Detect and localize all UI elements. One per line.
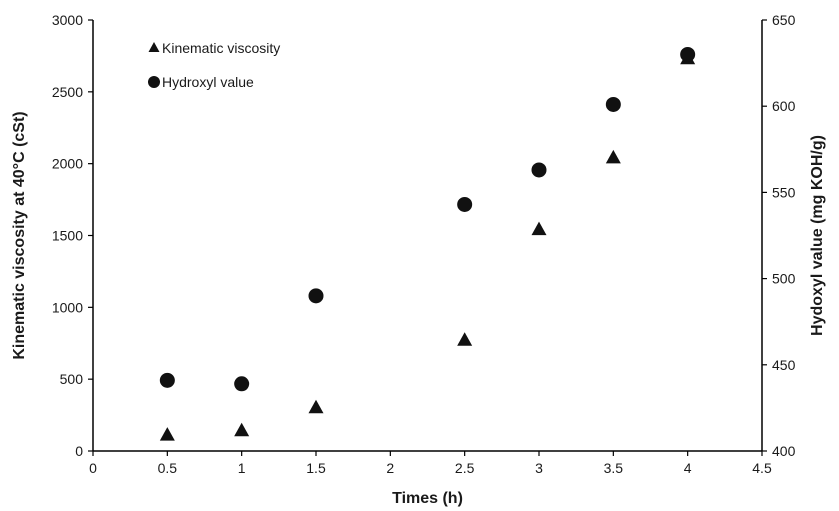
x-tick-label: 4 <box>684 460 692 476</box>
right-y-tick-label: 550 <box>772 184 796 200</box>
legend-label-hydroxyl-value: Hydroxyl value <box>162 74 254 90</box>
x-axis-title: Times (h) <box>392 490 463 507</box>
viscosity-point <box>308 399 324 414</box>
hydroxyl-point <box>308 288 324 304</box>
left-y-tick-label: 1500 <box>52 228 83 244</box>
legend-circle-icon <box>148 76 160 88</box>
right-y-axis-title: Hydoxyl value (mg KOH/g) <box>809 135 826 336</box>
x-tick-label: 3 <box>535 460 543 476</box>
right-y-tick-label: 600 <box>772 98 796 114</box>
right-y-tick-label: 650 <box>772 12 796 28</box>
right-y-tick-label: 450 <box>772 357 796 373</box>
legend-label-kinematic-viscosity: Kinematic viscosity <box>162 40 280 56</box>
left-y-tick-label: 2500 <box>52 84 83 100</box>
left-y-tick-label: 500 <box>60 371 84 387</box>
left-y-tick-label: 0 <box>75 443 83 459</box>
hydroxyl-point <box>680 46 696 62</box>
left-y-tick-label: 3000 <box>52 12 83 28</box>
right-y-tick-label: 400 <box>772 443 796 459</box>
data-points <box>159 46 696 441</box>
x-tick-label: 1 <box>238 460 246 476</box>
legend: Kinematic viscosity Hydroxyl value <box>148 40 280 90</box>
x-tick-label: 3.5 <box>604 460 624 476</box>
left-y-axis-title: Kinematic viscosity at 40°C (cSt) <box>11 111 28 359</box>
tick-marks: 0 0.5 1 1.5 2 2.5 3 3.5 4 4.5 0 500 1000 1500 2000 2500… <box>52 12 796 476</box>
hydroxyl-point <box>234 376 250 392</box>
viscosity-point <box>457 332 473 346</box>
viscosity-point <box>159 427 175 441</box>
x-tick-label: 2.5 <box>455 460 475 476</box>
viscosity-point <box>605 149 621 164</box>
hydroxyl-point <box>159 372 175 388</box>
right-y-tick-label: 500 <box>772 271 796 287</box>
x-tick-label: 0 <box>89 460 97 476</box>
left-y-tick-label: 1000 <box>52 299 83 315</box>
x-tick-label: 0.5 <box>158 460 178 476</box>
left-y-tick-label: 2000 <box>52 156 83 172</box>
x-tick-label: 1.5 <box>306 460 326 476</box>
x-tick-label: 2 <box>386 460 394 476</box>
viscosity-point <box>234 422 250 437</box>
viscosity-point <box>531 221 547 236</box>
hydroxyl-point <box>605 96 621 112</box>
legend-triangle-icon <box>148 42 160 52</box>
hydroxyl-point <box>531 162 547 178</box>
hydroxyl-point <box>457 196 473 212</box>
x-tick-label: 4.5 <box>752 460 772 476</box>
